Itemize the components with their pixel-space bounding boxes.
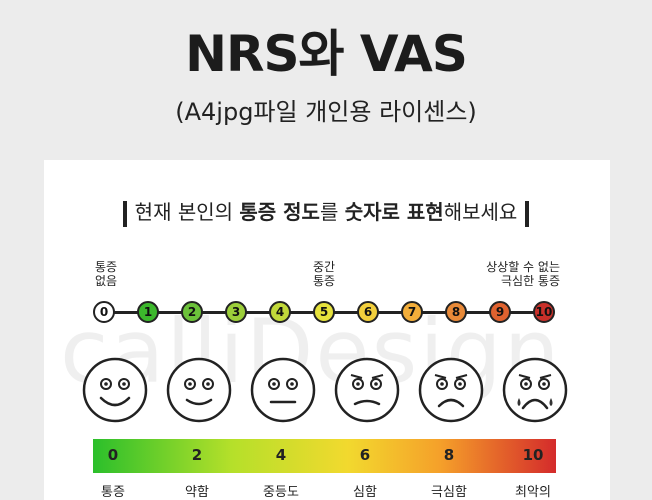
face-icon-10 [502, 357, 568, 423]
page-title: NRS와 VAS [185, 25, 468, 83]
face-icon-0 [82, 357, 148, 423]
q-bold: 통증 정도 [239, 200, 320, 224]
label-moderate: 중간 통증 [312, 260, 336, 288]
scale-point-3[interactable]: 3 [225, 301, 247, 323]
scale-point-0[interactable]: 0 [93, 301, 115, 323]
divider [525, 200, 530, 227]
face-icon-6 [334, 357, 400, 423]
vas-label: 심함 [353, 485, 377, 500]
question: 현재 본인의 통증 정도를 숫자로 표현해보세요 [0, 196, 652, 227]
q-text: 해보세요 [443, 200, 518, 224]
vas-number: 10 [522, 446, 544, 464]
vas-label: 최악의 [515, 485, 551, 500]
label-no-pain: 통증 없음 [94, 260, 118, 288]
vas-label: 중등도 [263, 485, 299, 500]
subtitle: (A4jpg파일 개인용 라이센스) [175, 98, 477, 126]
scale-point-9[interactable]: 9 [489, 301, 511, 323]
vas-number: 2 [191, 446, 203, 464]
scale-point-1[interactable]: 1 [137, 301, 159, 323]
vas-gradient-bar [93, 439, 556, 473]
scale-point-7[interactable]: 7 [401, 301, 423, 323]
vas-number: 6 [359, 446, 371, 464]
divider [122, 200, 127, 227]
vas-label: 약함 [185, 485, 209, 500]
label-worst: 상상할 수 없는 극심한 통증 [486, 260, 560, 288]
face-icon-2 [166, 357, 232, 423]
face-icon-4 [250, 357, 316, 423]
vas-number: 8 [443, 446, 455, 464]
scale-point-2[interactable]: 2 [181, 301, 203, 323]
scale-point-8[interactable]: 8 [445, 301, 467, 323]
q-text: 현재 본인의 [134, 200, 240, 224]
vas-number: 4 [275, 446, 287, 464]
q-bold: 숫자로 표현 [344, 200, 444, 224]
vas-label: 통증 [101, 485, 125, 500]
scale-point-10[interactable]: 10 [533, 301, 555, 323]
vas-label: 극심함 [431, 485, 467, 500]
scale-point-5[interactable]: 5 [313, 301, 335, 323]
scale-point-4[interactable]: 4 [269, 301, 291, 323]
scale-point-6[interactable]: 6 [357, 301, 379, 323]
vas-number: 0 [107, 446, 119, 464]
q-text: 를 [319, 200, 345, 224]
face-icon-8 [418, 357, 484, 423]
